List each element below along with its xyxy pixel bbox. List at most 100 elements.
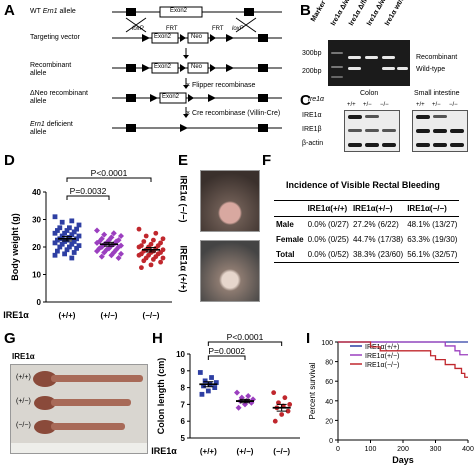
legend-label: IRE1α(+/−) [365, 353, 399, 360]
data-point [242, 401, 248, 408]
data-point [69, 232, 75, 238]
data-point [201, 383, 206, 389]
panel-label-g: G [4, 330, 16, 347]
data-point [118, 233, 124, 239]
neo-label-recombinant: Neo [191, 64, 203, 70]
data-point [76, 243, 82, 249]
exon2-label-dneo: Exon2 [162, 94, 180, 100]
exon2-label-wt: Exon2 [170, 8, 188, 14]
data-point [213, 380, 219, 385]
dneo-allele-label: ΔNeo recombinant allele [30, 90, 88, 105]
y-tick-label: 7 [181, 400, 186, 409]
p-value-label: P<0.0001 [91, 168, 128, 178]
table-row: Total 0.0% (0/52) 38.3% (23/60) 56.1% (3… [276, 250, 458, 259]
colon-header: Colon [360, 90, 379, 97]
data-point [69, 241, 75, 247]
y-tick-label: 5 [181, 434, 186, 443]
panel-label-i: I [306, 330, 311, 347]
survival-line [338, 341, 468, 356]
p-value-label: P<0.0001 [227, 332, 264, 342]
x-tick-label: 300 [430, 446, 442, 453]
y-axis-title: Body weight (g) [10, 213, 20, 281]
data-point [197, 370, 203, 375]
panel-e-rectal-photos: IRE1α (−/−) IRE1α (+/+) [178, 152, 262, 330]
data-point [235, 404, 242, 411]
row-ire1a: IRE1α [302, 112, 322, 119]
data-point [160, 236, 166, 242]
neo-label-vector: Neo [191, 34, 203, 40]
data-point [199, 391, 205, 397]
gel-image [328, 40, 410, 86]
data-point [62, 230, 67, 236]
data-point [52, 214, 58, 220]
loxp-label-right: loxP [232, 26, 244, 32]
table-header-row: IRE1α(+/+) IRE1α(+/−) IRE1α(−/−) [274, 200, 460, 217]
data-point [110, 230, 117, 237]
data-point [118, 250, 124, 257]
panel-label-a: A [4, 2, 15, 19]
exon2-label-recombinant: Exon2 [154, 64, 172, 70]
data-point [279, 412, 285, 417]
row-actin: β-actin [302, 140, 324, 147]
wildtype-band-label: Wild-type [416, 66, 446, 73]
data-point [205, 388, 211, 394]
data-point [64, 247, 70, 253]
data-point [101, 231, 108, 238]
flipper-recombinase-label: × Flipper recombinase [186, 82, 256, 89]
data-point [209, 375, 214, 380]
geno-1: +/+ [347, 102, 356, 108]
data-point [62, 239, 67, 244]
data-point [76, 222, 82, 228]
recombinant-band-label: Recombinant [416, 54, 458, 61]
data-point [202, 378, 208, 384]
x-tick-label: 0 [336, 446, 340, 453]
p-value-label: P=0.0002 [208, 346, 245, 356]
panel-label-b: B [300, 2, 311, 19]
panel-g-colon-photos: IRE1α (+/+) (+/−) (−/−) [0, 330, 150, 468]
panel-label-f: F [262, 152, 272, 169]
blot-small-intestine [412, 110, 468, 152]
data-point [94, 227, 100, 234]
frt-label-right: FRT [212, 26, 224, 32]
x-tick-label: (+/−) [101, 311, 118, 320]
photo-ko-label: IRE1α (−/−) [178, 175, 189, 223]
targeting-vector-label: Targeting vector [30, 34, 80, 41]
data-point [62, 251, 67, 257]
y-tick-label: 0 [329, 438, 333, 445]
panel-i-survival-chart: 0 20 40 60 80 100 0 100 200 300 400 Percent surviva… [308, 340, 474, 465]
y-tick-label: 30 [32, 216, 41, 225]
panel-d-body-weight-chart: 0 10 20 30 40 Body weight (g) IRE1α (+/+) (+/−) (… [3, 168, 172, 320]
data-point [67, 234, 72, 240]
data-point [74, 236, 79, 242]
g-gene-label: IRE1α [12, 352, 35, 361]
x-axis-prefix: IRE1α [151, 446, 177, 456]
x-tick-label: 400 [462, 446, 474, 453]
bp200-label: 200bp [302, 68, 322, 75]
significance-bracket [207, 355, 246, 360]
data-point [139, 265, 144, 271]
geno-6: −/− [449, 102, 458, 108]
data-point [71, 229, 77, 235]
blot-colon [344, 110, 400, 152]
significance-bracket [66, 177, 152, 182]
data-point [59, 219, 65, 225]
y-tick-label: 60 [325, 379, 333, 386]
data-point [67, 225, 72, 231]
data-point [160, 255, 166, 261]
geno-2: +/− [363, 102, 372, 108]
data-point [136, 244, 142, 250]
data-point [245, 393, 252, 399]
panel-a-gene-targeting-diagram: WT Ern1 allele Targeting vector Recombin… [0, 0, 300, 150]
geno-3: −/− [380, 102, 389, 108]
data-point [76, 233, 82, 239]
data-point [52, 230, 58, 236]
y-tick-label: 0 [37, 298, 42, 307]
table-row: Female 0.0% (0/25) 44.7% (17/38) 63.3% (… [276, 235, 458, 244]
g-genotype-2: (+/−) [16, 398, 31, 405]
lane-marker-label: Marker [309, 0, 328, 24]
y-tick-label: 10 [32, 271, 41, 280]
x-tick-label: (+/−) [237, 447, 254, 456]
x-tick-label: 200 [397, 446, 409, 453]
colon-photo [10, 364, 148, 454]
data-point [71, 239, 77, 244]
